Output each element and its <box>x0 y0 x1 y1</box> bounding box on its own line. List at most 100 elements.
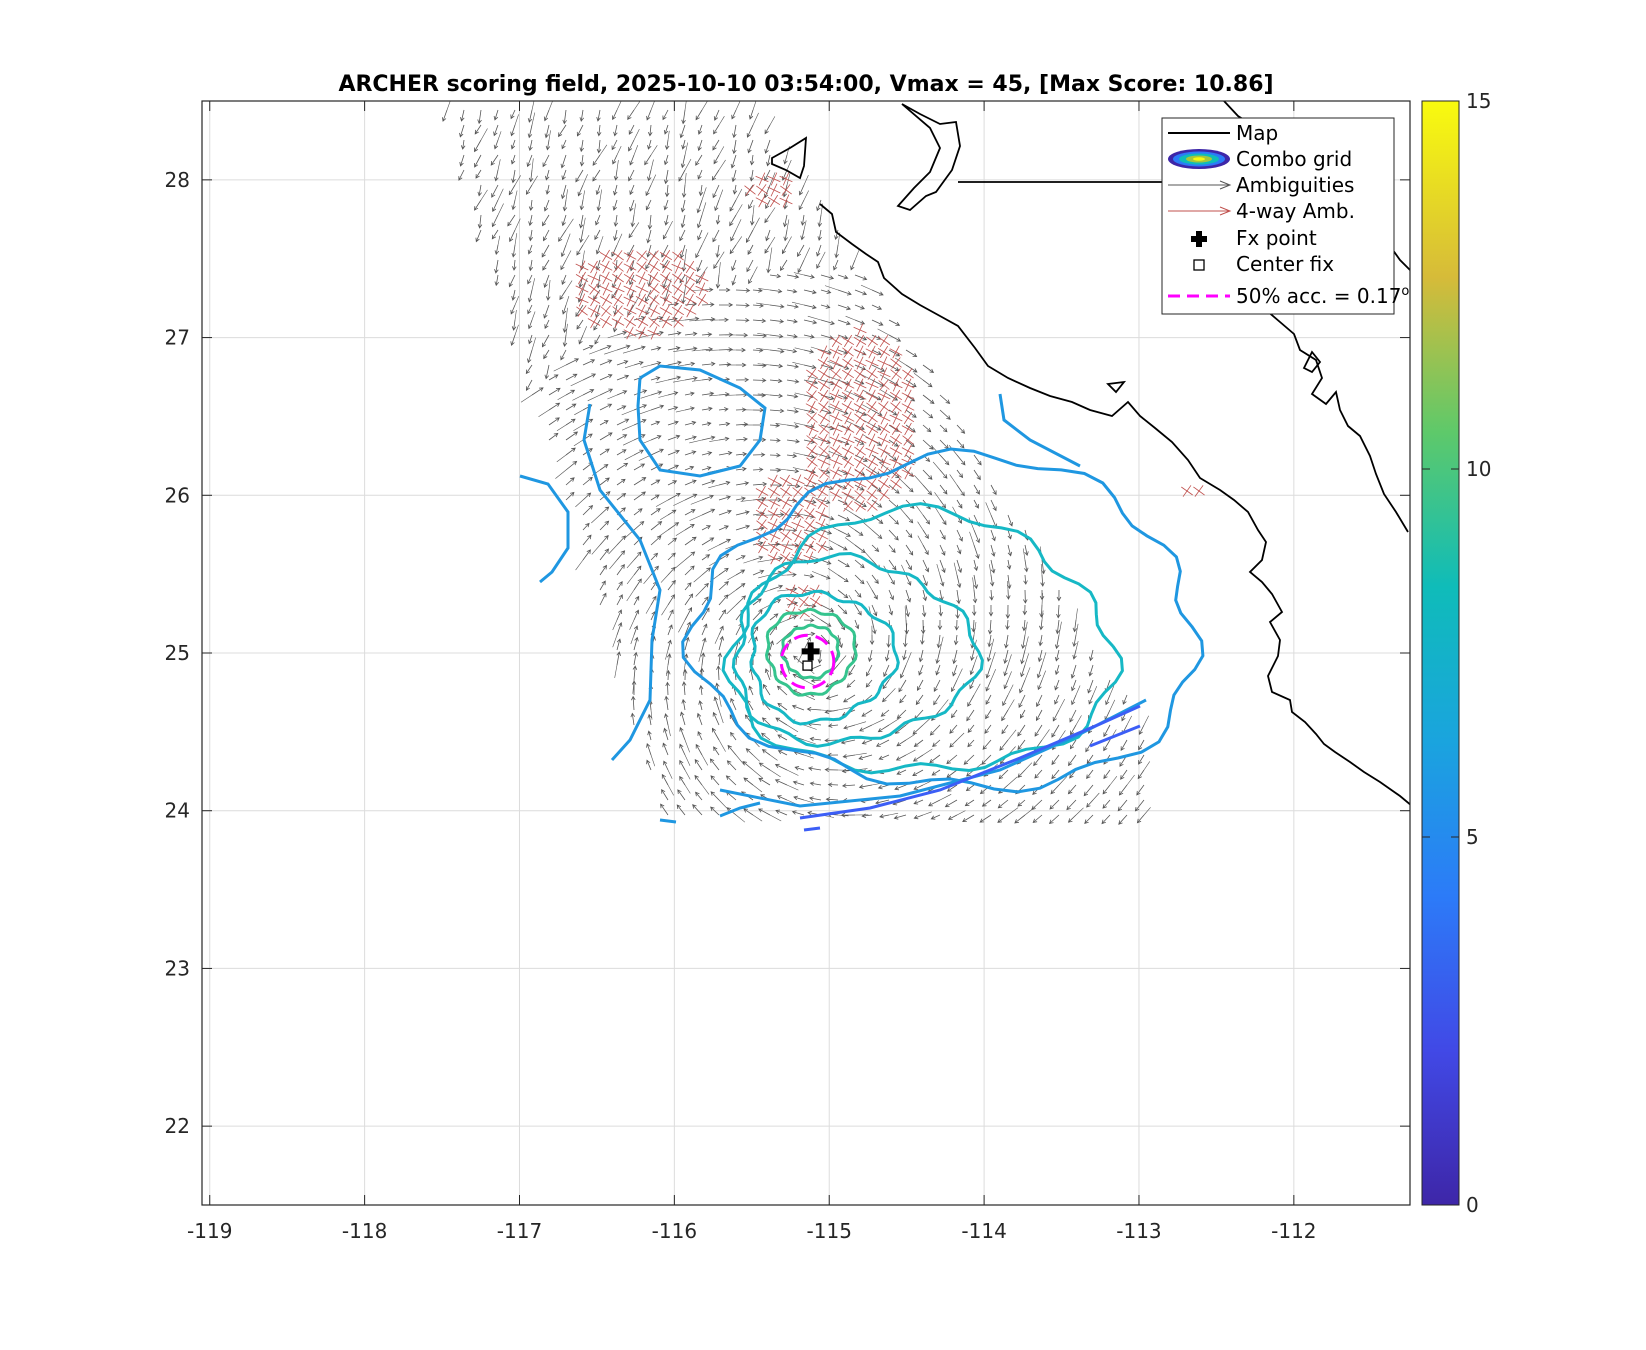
ambiguity-arrow <box>718 392 730 397</box>
coastline-baja <box>819 203 1410 806</box>
four-way-arrow <box>581 293 586 301</box>
four-way-arrow <box>785 496 790 504</box>
ambiguity-arrow <box>701 361 716 367</box>
ambiguity-arrow <box>701 202 707 216</box>
four-way-arrow <box>701 293 707 301</box>
four-way-arrow <box>653 304 658 312</box>
four-way-arrow <box>883 444 888 452</box>
ambiguity-arrow <box>1024 544 1029 557</box>
four-way-arrow <box>626 288 631 296</box>
four-way-arrow <box>853 424 861 430</box>
ambiguity-arrow <box>917 535 924 546</box>
ambiguity-arrow <box>817 649 823 664</box>
ambiguity-arrow <box>712 184 720 199</box>
ambiguity-arrow <box>735 466 747 472</box>
ambiguity-arrow <box>730 154 737 169</box>
four-way-arrow <box>629 304 634 312</box>
ambiguity-arrow <box>820 619 832 627</box>
four-way-arrow <box>883 411 888 419</box>
four-way-arrow <box>587 318 595 323</box>
ambiguity-arrow <box>987 619 993 635</box>
four-way-arrow <box>821 513 829 518</box>
four-way-arrow <box>859 406 867 411</box>
ambiguity-arrow <box>735 754 745 765</box>
four-way-arrow <box>866 369 873 375</box>
ambiguity-arrow <box>667 537 678 546</box>
four-way-arrow <box>807 439 813 446</box>
four-way-arrow <box>819 395 825 403</box>
ambiguity-arrow <box>732 184 738 195</box>
ambiguity-arrow <box>595 214 601 226</box>
ambiguity-arrow <box>922 811 932 816</box>
ambiguity-arrow <box>667 434 681 441</box>
ambiguity-arrow <box>735 524 751 531</box>
four-way-arrow <box>672 273 679 279</box>
four-way-arrow <box>841 425 849 430</box>
ambiguity-arrow <box>769 423 781 428</box>
ambiguity-arrow <box>609 559 618 570</box>
ambiguity-arrow <box>786 333 798 339</box>
ambiguity-arrow <box>888 544 896 554</box>
ambiguity-arrow <box>565 403 577 411</box>
contour-open <box>998 393 1081 468</box>
four-way-arrow <box>761 546 769 551</box>
four-way-arrow <box>629 249 634 257</box>
four-way-arrow <box>638 332 643 340</box>
ambiguity-arrow <box>1007 544 1013 557</box>
four-way-arrow <box>847 466 852 474</box>
ambiguity-arrow <box>646 229 652 244</box>
four-way-arrow <box>811 417 818 423</box>
ambiguity-arrow <box>647 274 652 288</box>
ambiguity-arrow <box>650 159 654 171</box>
ambiguity-arrow <box>667 724 671 737</box>
ambiguity-arrow <box>985 679 992 692</box>
four-way-arrow <box>907 466 912 474</box>
ambiguity-arrow <box>749 169 755 182</box>
four-way-arrow <box>605 255 613 260</box>
ambiguity-arrow <box>696 712 703 726</box>
four-way-arrow <box>820 351 825 359</box>
ambiguity-arrow <box>727 589 737 597</box>
ambiguity-arrow <box>786 393 799 399</box>
four-way-arrow <box>831 340 837 348</box>
four-way-arrow <box>859 351 867 356</box>
ambiguity-arrow <box>775 809 788 816</box>
ambiguity-arrow <box>616 449 627 456</box>
legend-fourway-label: 4-way Amb. <box>1236 199 1355 223</box>
ambiguity-arrow <box>650 709 653 720</box>
ambiguity-arrow <box>973 499 979 509</box>
four-way-arrow <box>635 285 643 290</box>
ambiguity-arrow <box>582 234 590 246</box>
ambiguity-arrow <box>1005 619 1010 631</box>
ambiguity-arrow <box>701 754 709 766</box>
ambiguity-arrow <box>735 422 749 427</box>
four-way-arrow <box>889 348 897 353</box>
ambiguity-arrow <box>629 184 635 196</box>
four-way-arrow <box>641 321 649 326</box>
four-way-arrow <box>806 457 813 463</box>
ambiguity-arrow <box>871 349 882 355</box>
four-way-arrow <box>695 274 703 279</box>
ambiguity-arrow <box>1041 593 1043 606</box>
four-way-arrow <box>809 524 816 530</box>
four-way-arrow <box>877 347 885 353</box>
ambiguity-arrow <box>966 709 975 722</box>
ambiguity-arrow <box>1019 709 1026 719</box>
four-way-arrow <box>695 295 703 301</box>
ambiguity-arrow <box>458 169 465 181</box>
ambiguity-arrow <box>803 274 815 279</box>
ambiguity-arrow <box>1020 664 1026 678</box>
ambiguity-arrow <box>526 154 533 168</box>
ambiguity-arrow <box>679 743 686 756</box>
ambiguity-arrow <box>667 316 678 322</box>
four-way-arrow <box>806 413 813 419</box>
ambiguity-arrow <box>783 154 788 165</box>
ambiguity-arrow <box>837 319 851 326</box>
four-way-arrow <box>841 414 849 419</box>
ambiguity-arrow <box>667 552 676 561</box>
ambiguity-arrow <box>612 619 618 631</box>
four-way-arrow <box>823 367 829 375</box>
four-way-arrow <box>868 461 873 469</box>
ambiguity-arrow <box>1006 559 1012 570</box>
